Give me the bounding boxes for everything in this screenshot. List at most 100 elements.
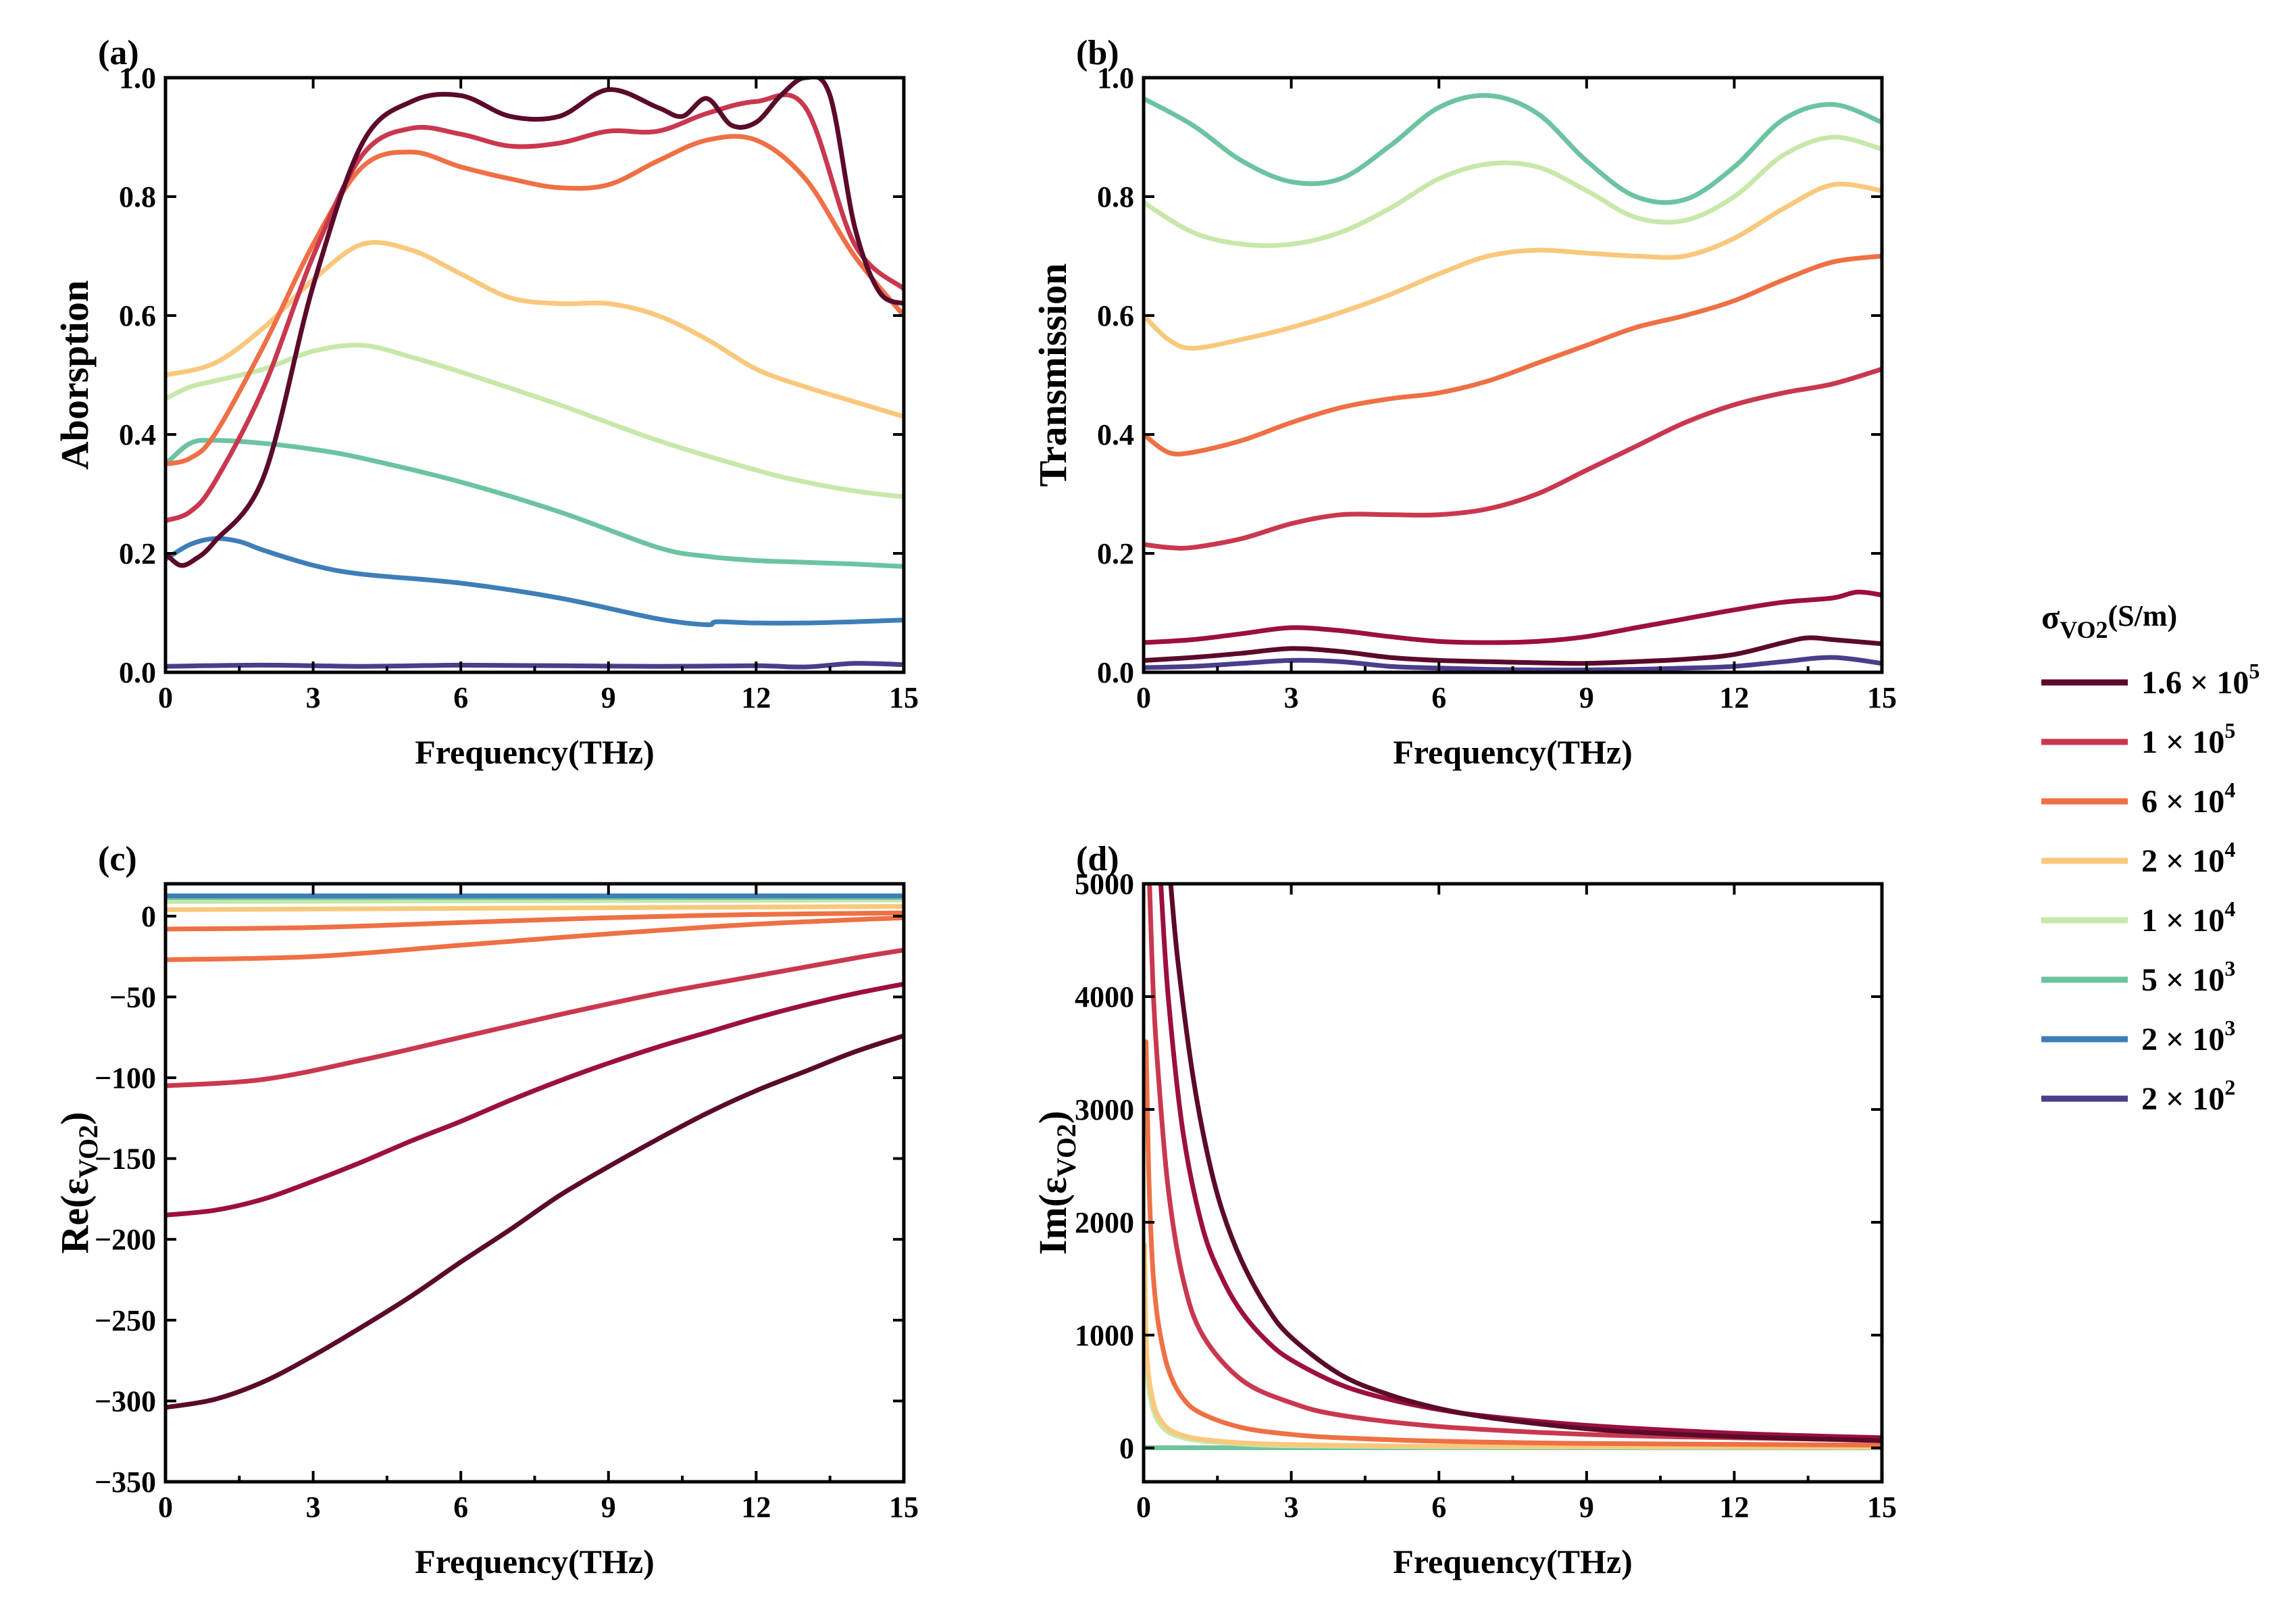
- y-tick-label: 1.0: [119, 61, 156, 95]
- y-tick-label: 0.2: [1097, 537, 1134, 570]
- y-tick-label: 0.8: [119, 180, 156, 214]
- y-axis-label: Re(εVO2): [53, 1112, 103, 1253]
- legend-label: 1.6 × 105: [2141, 659, 2260, 701]
- series-line-s200: [165, 661, 904, 670]
- series-line-s2000: [165, 536, 904, 628]
- series-line-s100000: [1144, 366, 1882, 551]
- series-line-s20000: [1144, 181, 1882, 351]
- plot-frame: [1142, 882, 1884, 1484]
- x-axis-label: Frequency(THz): [415, 1543, 655, 1580]
- panel-d-im-epsilon: 0 3 6 9 12 15 0 1000 2000 3000 4000 5000 Frequency(T…: [1031, 840, 1897, 1580]
- y-tick-label: 0.0: [1097, 656, 1134, 689]
- legend-label: 5 × 103: [2141, 956, 2235, 998]
- series-line-s160000: [165, 78, 904, 568]
- plot-frame: [163, 882, 906, 1484]
- x-tick-label: 0: [158, 1491, 173, 1524]
- series-line-s20000: [165, 240, 904, 420]
- x-tick-label: 6: [1431, 1491, 1446, 1524]
- legend-label: 2 × 102: [2141, 1075, 2235, 1117]
- legend-title: σVO2(S/m): [2041, 598, 2177, 643]
- y-axis-label: Im(εVO2): [1031, 1111, 1081, 1255]
- series-line-s60000: [165, 134, 904, 467]
- series-line-s160000: [1144, 635, 1882, 666]
- x-tick-label: 0: [1136, 681, 1151, 714]
- y-axis-label: Transmission: [1031, 264, 1075, 487]
- series-line-s160000: [165, 1033, 904, 1410]
- series-line-s100000: [1147, 884, 1882, 1443]
- legend-label: 2 × 104: [2141, 837, 2235, 879]
- legend-label: 6 × 104: [2141, 778, 2235, 820]
- legend-label: 1 × 104: [2141, 897, 2235, 939]
- series-group: [165, 78, 904, 670]
- x-tick-label: 12: [1719, 1491, 1749, 1524]
- series-group: [1144, 93, 1882, 672]
- y-tick-label: 0.8: [1097, 180, 1134, 214]
- series-line-s10000: [1144, 134, 1882, 249]
- x-tick-label: 9: [1579, 1491, 1594, 1524]
- x-tick-label: 6: [1431, 681, 1446, 714]
- x-tick-label: 6: [453, 681, 468, 714]
- x-axis-label: Frequency(THz): [1393, 1543, 1633, 1580]
- series-line-s100000b: [1158, 884, 1882, 1441]
- series-line-s5000: [1144, 93, 1882, 205]
- series-line-s20000: [165, 904, 904, 912]
- x-tick-label: 3: [306, 681, 321, 714]
- x-tick-label: 9: [1579, 681, 1594, 714]
- x-tick-label: 9: [601, 1491, 616, 1524]
- series-group: [165, 893, 904, 1410]
- y-tick-label: 0.4: [119, 418, 156, 451]
- y-tick-label: 1000: [1075, 1319, 1134, 1352]
- panel-b-transmission: 0 3 6 9 12 15 0.0 0.2 0.4 0.6 0.8 1.0 Frequency(THz)…: [1031, 34, 1897, 771]
- x-tick-label: 9: [601, 681, 616, 714]
- x-tick-label: 3: [1284, 1491, 1299, 1524]
- x-tick-label: 3: [1284, 681, 1299, 714]
- y-tick-label: 0: [141, 900, 156, 933]
- y-tick-label: 0: [1119, 1432, 1134, 1465]
- series-line-s20000: [1144, 1242, 1882, 1450]
- x-tick-label: 12: [741, 681, 771, 714]
- x-tick-label: 15: [889, 1491, 919, 1524]
- y-tick-label: −150: [95, 1143, 156, 1176]
- series-line-s10000: [165, 343, 904, 499]
- y-tick-label: 5000: [1075, 868, 1134, 901]
- x-axis-label: Frequency(THz): [415, 733, 655, 771]
- y-tick-label: 0.2: [119, 537, 156, 570]
- y-tick-label: −200: [95, 1223, 156, 1256]
- series-line-s160000: [1168, 884, 1882, 1443]
- x-tick-label: 3: [306, 1491, 321, 1524]
- series-line-s100000b: [165, 981, 904, 1218]
- x-tick-label: 6: [453, 1491, 468, 1524]
- y-tick-label: −100: [95, 1062, 156, 1095]
- y-tick-label: 1.0: [1097, 61, 1134, 95]
- series-line-s100000b: [1144, 589, 1882, 645]
- y-tick-label: −50: [109, 980, 156, 1014]
- y-tick-label: 3000: [1075, 1093, 1134, 1126]
- x-tick-label: 12: [741, 1491, 771, 1524]
- series-line-s60000: [165, 915, 904, 962]
- series-line-s60000: [165, 910, 904, 932]
- panel-letter: (c): [98, 840, 137, 878]
- y-tick-label: −350: [95, 1466, 156, 1499]
- panel-c-re-epsilon: 0 3 6 9 12 15 0 −50 −100 −150 −200 −250 −300 −350 Freq…: [53, 840, 919, 1580]
- series-line-s10000: [165, 897, 904, 904]
- x-tick-label: 15: [1867, 1491, 1897, 1524]
- x-tick-label: 12: [1719, 681, 1749, 714]
- y-axis-label: Aborsption: [53, 280, 97, 470]
- x-tick-label: 15: [1867, 681, 1897, 714]
- y-tick-label: 0.6: [119, 299, 156, 332]
- panel-letter: (a): [98, 34, 139, 72]
- panel-letter: (b): [1076, 34, 1119, 72]
- series-line-s100000: [165, 92, 904, 524]
- x-tick-label: 0: [1136, 1491, 1151, 1524]
- panel-letter: (d): [1076, 840, 1119, 878]
- y-tick-label: −250: [95, 1304, 156, 1337]
- x-tick-label: 15: [889, 681, 919, 714]
- x-tick-label: 0: [158, 681, 173, 714]
- panel-a-absorption: 0 3 6 9 12 15 0.0 0.2 0.4 0.6 0.8 1.0 Frequency(THz)…: [53, 34, 919, 771]
- legend-label: 2 × 103: [2141, 1016, 2235, 1057]
- series-line-s60000: [1144, 253, 1882, 457]
- y-tick-label: 0.6: [1097, 299, 1134, 332]
- y-tick-label: 4000: [1075, 980, 1134, 1014]
- y-tick-label: 0.4: [1097, 418, 1134, 451]
